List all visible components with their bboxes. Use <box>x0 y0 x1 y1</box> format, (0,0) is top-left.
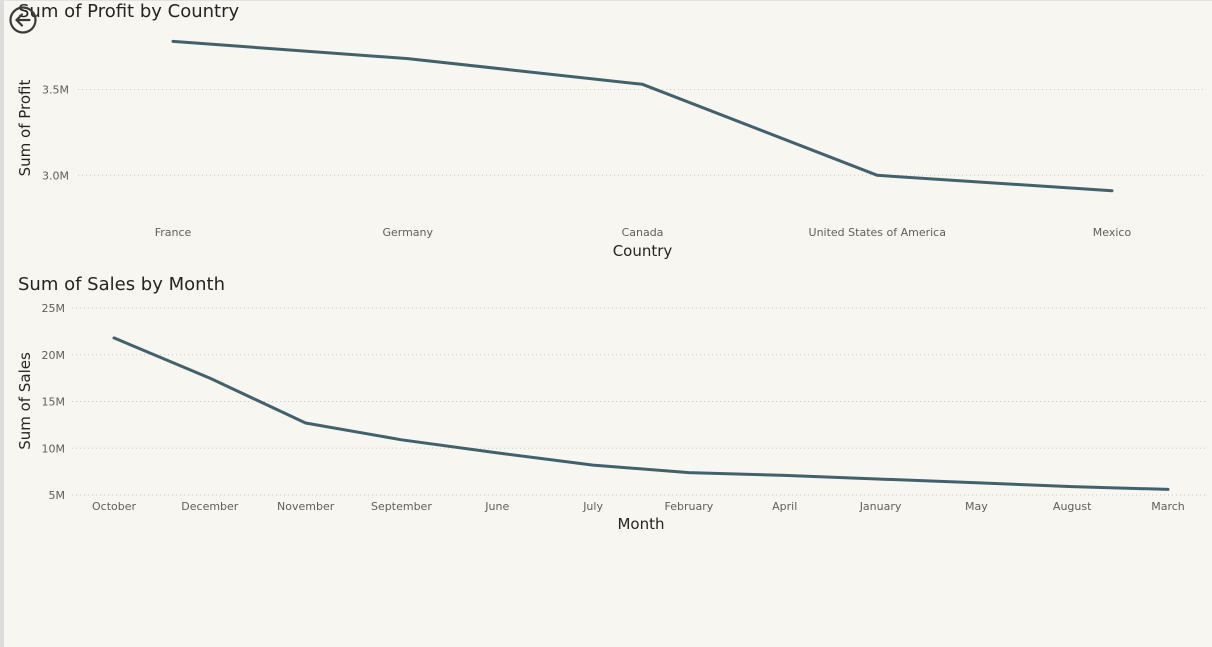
profit-data-point-united-states-of-america[interactable] <box>873 171 881 179</box>
sales-data-point-november[interactable] <box>302 419 310 427</box>
sales-data-point-january[interactable] <box>877 475 885 483</box>
back-arrow-icon[interactable] <box>8 5 38 35</box>
chart-title-sales: Sum of Sales by Month <box>18 274 226 295</box>
sales-data-point-july[interactable] <box>589 461 597 469</box>
sales-x-axis-title: Month <box>617 515 664 533</box>
profit-y-axis-title: Sum of Profit <box>16 80 34 177</box>
sales-series-line[interactable] <box>112 336 1170 491</box>
sales-y-tick-label: 20M <box>42 349 66 362</box>
sales-x-tick-february: February <box>665 500 714 513</box>
profit-x-tick-united-states-of-america: United States of America <box>809 226 946 239</box>
profit-data-point-germany[interactable] <box>404 55 412 63</box>
sales-data-point-may[interactable] <box>972 479 980 487</box>
sales-x-tick-december: December <box>181 500 239 513</box>
sales-y-tick-label: 25M <box>42 302 66 315</box>
sales-x-tick-august: August <box>1053 500 1092 513</box>
sales-x-tick-april: April <box>772 500 797 513</box>
sales-x-tick-january: January <box>859 500 902 513</box>
sales-x-tick-may: May <box>965 500 988 513</box>
sales-by-month-chart: 5M 10M 15M 20M 25M October December November Sep… <box>16 302 1205 533</box>
sales-data-point-february[interactable] <box>685 469 693 477</box>
profit-x-tick-mexico: Mexico <box>1093 226 1132 239</box>
sales-data-point-april[interactable] <box>781 471 789 479</box>
sales-y-tick-label: 10M <box>42 442 66 455</box>
sales-y-tick-label: 5M <box>49 489 66 502</box>
profit-by-country-chart: 3.0M 3.5M France Germany Canada United States… <box>16 37 1205 260</box>
profit-data-point-mexico[interactable] <box>1108 187 1116 195</box>
top-border <box>0 0 1212 1</box>
left-border <box>0 0 4 647</box>
profit-data-point-canada[interactable] <box>639 80 647 88</box>
sales-x-tick-september: September <box>371 500 432 513</box>
sales-y-tick-label: 15M <box>42 396 66 409</box>
profit-x-tick-france: France <box>155 226 192 239</box>
sales-x-tick-july: July <box>582 500 603 513</box>
sales-x-tick-june: June <box>484 500 509 513</box>
sales-y-axis-title: Sum of Sales <box>16 352 34 450</box>
sales-data-point-october[interactable] <box>110 334 118 342</box>
profit-x-tick-canada: Canada <box>622 226 664 239</box>
chart-title-profit: Sum of Profit by Country <box>18 1 240 22</box>
profit-data-point-france[interactable] <box>169 37 177 45</box>
sales-x-tick-march: March <box>1151 500 1185 513</box>
sales-data-point-september[interactable] <box>397 436 405 444</box>
profit-y-tick-label: 3.0M <box>42 169 69 182</box>
sales-x-tick-november: November <box>277 500 335 513</box>
sales-data-point-august[interactable] <box>1068 483 1076 491</box>
sales-data-point-december[interactable] <box>206 374 214 382</box>
sales-data-point-june[interactable] <box>493 449 501 457</box>
profit-series-line[interactable] <box>171 39 1114 193</box>
sales-data-point-march[interactable] <box>1164 485 1172 493</box>
profit-y-tick-label: 3.5M <box>42 83 69 96</box>
profit-x-axis-title: Country <box>613 242 673 260</box>
sales-x-tick-october: October <box>92 500 136 513</box>
profit-x-tick-germany: Germany <box>382 226 433 239</box>
